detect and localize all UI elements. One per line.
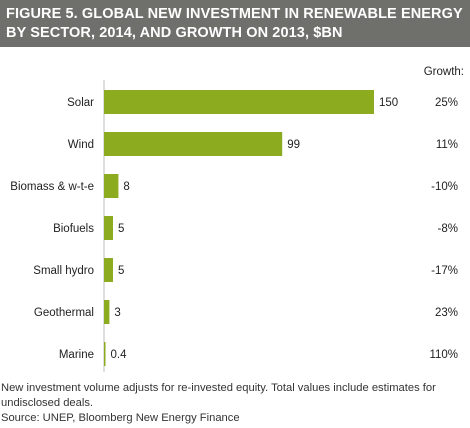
bar-chart: Solar 150 25% Wind 99 11% Biomass & w-t-e 8 -10%… (10, 80, 458, 372)
bar (104, 258, 113, 282)
growth-label: 23% (435, 307, 458, 319)
source-note: Source: UNEP, Bloomberg New Energy Finan… (1, 412, 240, 424)
footnote: New investment volume adjusts for re-inv… (1, 382, 436, 409)
category-label: Marine (59, 349, 94, 361)
value-label: 5 (118, 223, 124, 235)
bar (104, 132, 283, 156)
category-label: Small hydro (33, 265, 94, 277)
figure-header: FIGURE 5. GLOBAL NEW INVESTMENT IN RENEW… (0, 0, 470, 47)
growth-label: -8% (438, 223, 458, 235)
category-label: Biofuels (53, 223, 94, 235)
bar (104, 216, 113, 240)
growth-label: 11% (436, 139, 458, 151)
bar (104, 174, 119, 198)
figure-title: FIGURE 5. GLOBAL NEW INVESTMENT IN RENEW… (6, 6, 463, 41)
category-label: Solar (67, 97, 94, 109)
value-label: 5 (118, 265, 124, 277)
category-label: Wind (68, 139, 94, 151)
value-label: 3 (114, 307, 120, 319)
growth-label: -10% (431, 181, 458, 193)
growth-label: 25% (435, 97, 458, 109)
value-label: 150 (379, 97, 398, 109)
growth-column-header: Growth: (423, 66, 464, 78)
category-label: Geothermal (34, 307, 94, 319)
growth-label: 110% (429, 349, 458, 361)
value-label: 0.4 (111, 349, 128, 361)
growth-label: -17% (431, 265, 458, 277)
value-label: 8 (123, 181, 129, 193)
bar (104, 300, 110, 324)
value-label: 99 (287, 139, 300, 151)
bar (104, 342, 106, 366)
category-label: Biomass & w-t-e (10, 181, 94, 193)
bar (104, 90, 374, 114)
